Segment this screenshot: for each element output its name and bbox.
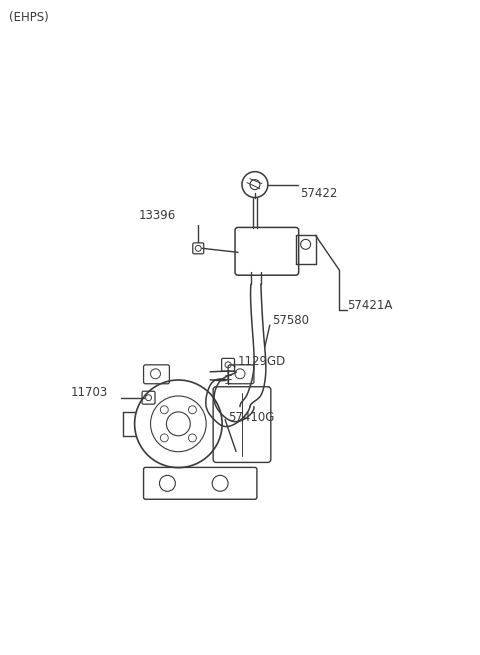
Text: 57580: 57580: [272, 314, 309, 327]
Text: 11703: 11703: [71, 386, 108, 399]
Text: 1129GD: 1129GD: [238, 356, 286, 368]
Text: 13396: 13396: [139, 209, 176, 222]
Text: 57422: 57422: [300, 187, 337, 200]
Text: (EHPS): (EHPS): [9, 11, 49, 24]
Text: 57410G: 57410G: [228, 411, 275, 424]
Text: 57421A: 57421A: [348, 299, 393, 312]
